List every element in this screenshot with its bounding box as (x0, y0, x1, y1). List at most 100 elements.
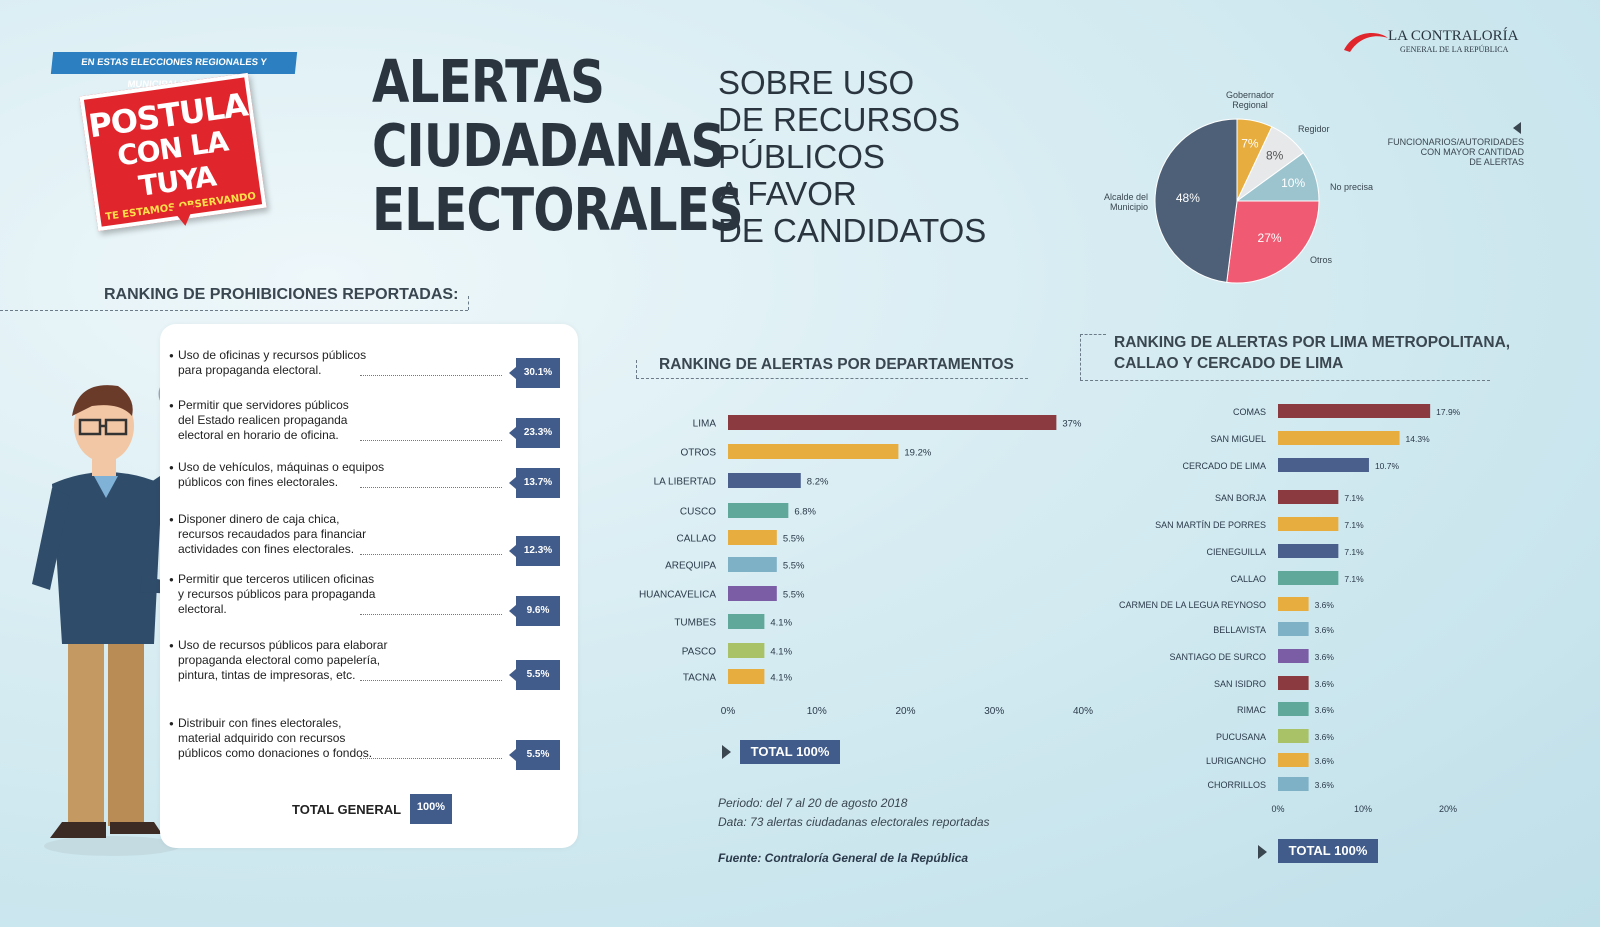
bar (1278, 702, 1309, 716)
prohibition-percent-badge: 30.1% (509, 358, 560, 388)
bar-category-label: PUCUSANA (1216, 732, 1266, 742)
bar (728, 530, 777, 545)
bar-category-label: LA LIBERTAD (654, 477, 716, 488)
bar-category-label: SANTIAGO DE SURCO (1169, 652, 1266, 662)
prohibition-text-line: Disponer dinero de caja chica, (178, 512, 340, 526)
pie-title-line: CON MAYOR CANTIDAD (1421, 147, 1525, 157)
bar-value-label: 3.6% (1315, 600, 1335, 610)
lima-bar-chart: COMAS 17.9% SAN MIGUEL 14.3% CERCADO DE LIMA… (1119, 404, 1461, 814)
pie-value-label: 8% (1266, 149, 1284, 163)
prohibition-percent-badge: 12.3% (509, 536, 560, 566)
prohibition-text-line: públicos como donaciones o fondos. (178, 746, 373, 760)
pie-category-label: Regional (1232, 100, 1268, 110)
lima-divider-left (1080, 334, 1081, 380)
bar-value-label: 7.1% (1344, 493, 1364, 503)
main-title: ALERTAS CIUDADANAS ELECTORALES (372, 47, 744, 242)
prohibition-text-line: pintura, tintas de impresoras, etc. (178, 668, 356, 682)
prohibition-text-line: públicos con fines electorales. (178, 475, 339, 489)
pie-category-label: Otros (1310, 255, 1333, 265)
bar (728, 586, 777, 601)
bar-value-label: 37% (1062, 419, 1082, 430)
bar-value-label: 4.1% (770, 647, 792, 658)
bar-category-label: CERCADO DE LIMA (1182, 461, 1266, 471)
bar-value-label: 5.5% (783, 590, 805, 601)
prohibition-text-line: Uso de oficinas y recursos públicos (178, 348, 367, 362)
bar (1278, 622, 1309, 636)
bar-value-label: 14.3% (1406, 434, 1431, 444)
pie-value-label: 10% (1281, 176, 1305, 190)
prohibitions-divider (0, 310, 468, 311)
prohibition-item: ● Permitir que terceros utilicen oficinas… (169, 572, 508, 617)
bar-category-label: CIENEGUILLA (1206, 547, 1266, 557)
bar (1278, 777, 1309, 791)
pie-title-line: DE ALERTAS (1469, 157, 1524, 167)
bar (728, 444, 899, 459)
bar-category-label: RIMAC (1237, 705, 1267, 715)
period-note: Periodo: del 7 al 20 de agosto 2018 (718, 796, 908, 810)
prohibition-text-line: material adquirido con recursos (178, 731, 346, 745)
bar-category-label: OTROS (680, 448, 716, 459)
prohibition-item: ● Uso de recursos públicos para elaborar p… (169, 638, 508, 683)
contraloria-logo: LA CONTRALORÍA GENERAL DE LA REPÚBLICA (1340, 28, 1518, 54)
bar (728, 643, 765, 658)
bar-category-label: CUSCO (680, 507, 716, 518)
prohibition-text-line: electoral en horario de oficina. (178, 428, 339, 442)
prohibition-percent-badge: 13.7% (509, 468, 560, 498)
bar (1278, 571, 1339, 585)
bar (1278, 431, 1400, 445)
prohibition-text-line: Uso de vehículos, máquinas o equipos (178, 460, 385, 474)
bar-category-label: BELLAVISTA (1213, 625, 1266, 635)
bar (728, 503, 789, 518)
bar-category-label: SAN MARTÍN DE PORRES (1155, 520, 1266, 530)
bar-value-label: 5.5% (783, 534, 805, 545)
departments-divider (636, 378, 1028, 379)
bar-category-label: CARMEN DE LA LEGUA REYNOSO (1119, 600, 1266, 610)
prohibitions-heading: RANKING DE PROHIBICIONES REPORTADAS: (104, 286, 459, 303)
org-name: LA CONTRALORÍA (1388, 28, 1519, 44)
org-subtitle: GENERAL DE LA REPÚBLICA (1400, 45, 1509, 54)
subtitle: SOBRE USO DE RECURSOS PÚBLICOS A FAVOR D… (718, 64, 986, 249)
prohibition-percent-badge: 23.3% (509, 418, 560, 448)
bar (728, 415, 1057, 430)
x-tick-label: 30% (984, 706, 1004, 717)
bar-value-label: 4.1% (770, 673, 792, 684)
source-note: Fuente: Contraloría General de la Repúbl… (718, 851, 969, 865)
bullet-icon: ● (169, 463, 174, 472)
lima-chart-title: RANKING DE ALERTAS POR LIMA METROPOLITAN… (1114, 334, 1511, 372)
prohibition-item: ● Uso de oficinas y recursos públicos para… (169, 348, 508, 378)
title-line: ALERTAS (372, 47, 605, 116)
total-general-label: TOTAL GENERAL (292, 802, 402, 817)
tagline-banner: EN ESTAS ELECCIONES REGIONALES Y MUNICIP… (50, 52, 298, 90)
bar-value-label: 3.6% (1315, 652, 1335, 662)
prohibition-text-line: propaganda electoral como papelería, (178, 653, 381, 667)
prohibition-text-line: Permitir que terceros utilicen oficinas (178, 572, 375, 586)
bullet-icon: ● (169, 575, 174, 584)
bar-value-label: 3.6% (1315, 705, 1335, 715)
bar-value-label: 6.8% (794, 507, 816, 518)
bullet-icon: ● (169, 351, 174, 360)
total-general-badge: 100% (410, 794, 452, 824)
bar-category-label: LURIGANCHO (1206, 756, 1266, 766)
prohibition-item: ● Uso de vehículos, máquinas o equipos púb… (169, 460, 508, 490)
prohibition-text-line: para propaganda electoral. (178, 363, 322, 377)
bar (1278, 544, 1339, 558)
bullet-icon: ● (169, 401, 174, 410)
play-arrow-icon (722, 745, 731, 759)
bar-value-label: 7.1% (1344, 520, 1364, 530)
dotted-leader (360, 487, 502, 488)
departments-chart-title: RANKING DE ALERTAS POR DEPARTAMENTOS (659, 356, 1014, 373)
data-note: Data: 73 alertas ciudadanas electorales … (718, 815, 990, 829)
bar-category-label: LIMA (693, 419, 717, 430)
prohibition-item: ● Distribuir con fines electorales, materi… (169, 716, 508, 761)
bar-category-label: CALLAO (1230, 574, 1266, 584)
pie-category-label: Alcalde del (1104, 192, 1148, 202)
bar-value-label: 3.6% (1315, 732, 1335, 742)
contraloria-swoosh-icon (1344, 33, 1388, 52)
pie-category-label: No precisa (1330, 182, 1373, 192)
prohibition-item: ● Permitir que servidores públicos del Est… (169, 398, 508, 443)
bar (1278, 676, 1309, 690)
bar-category-label: TACNA (683, 673, 716, 684)
x-tick-label: 10% (807, 706, 827, 717)
bar-value-label: 8.2% (807, 477, 829, 488)
